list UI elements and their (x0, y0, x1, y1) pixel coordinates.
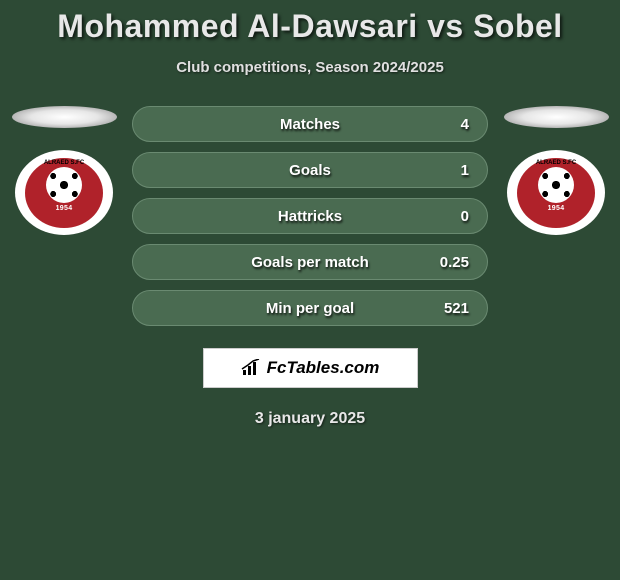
stat-right-value: 0 (429, 208, 469, 225)
comparison-card: Mohammed Al-Dawsari vs Sobel Club compet… (0, 0, 620, 428)
stat-label: Goals per match (251, 254, 369, 271)
stat-row: Goals 1 (132, 152, 488, 188)
stat-label: Min per goal (266, 300, 354, 317)
stat-label: Hattricks (278, 208, 342, 225)
left-player-column: ALRAED S.FC 1954 (4, 106, 124, 235)
stat-row: Hattricks 0 (132, 198, 488, 234)
main-row: ALRAED S.FC 1954 Matches 4 Goals 1 (0, 106, 620, 336)
brand-text: FcTables.com (267, 358, 380, 378)
stat-label: Goals (289, 162, 331, 179)
subtitle: Club competitions, Season 2024/2025 (0, 59, 620, 76)
stat-right-value: 521 (429, 300, 469, 317)
stat-right-value: 4 (429, 116, 469, 133)
player-shadow-right (504, 106, 609, 128)
date-label: 3 january 2025 (0, 410, 620, 428)
stat-row: Min per goal 521 (132, 290, 488, 326)
bar-chart-icon (241, 359, 263, 377)
left-club-logo: ALRAED S.FC 1954 (15, 150, 113, 235)
player-shadow-left (12, 106, 117, 128)
page-title: Mohammed Al-Dawsari vs Sobel (0, 8, 620, 45)
right-club-logo: ALRAED S.FC 1954 (507, 150, 605, 235)
stat-row: Matches 4 (132, 106, 488, 142)
right-player-column: ALRAED S.FC 1954 (496, 106, 616, 235)
stats-table: Matches 4 Goals 1 Hattricks 0 Goals per … (124, 106, 496, 336)
stat-right-value: 1 (429, 162, 469, 179)
stat-right-value: 0.25 (429, 254, 469, 271)
stat-label: Matches (280, 116, 340, 133)
brand-box: FcTables.com (203, 348, 418, 388)
stat-row: Goals per match 0.25 (132, 244, 488, 280)
